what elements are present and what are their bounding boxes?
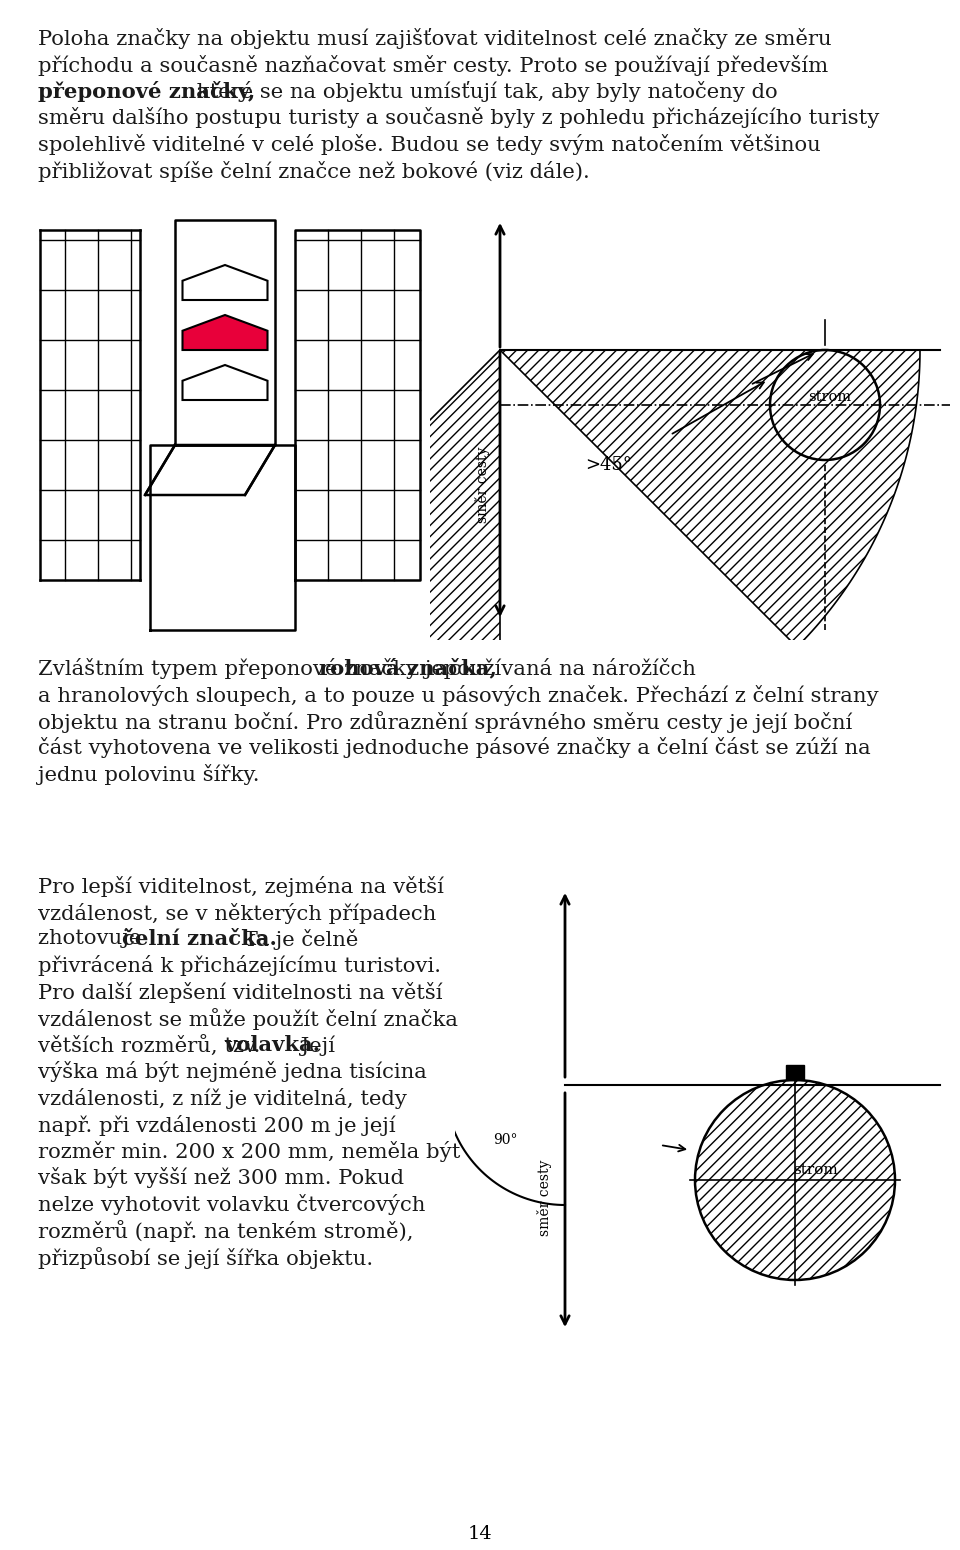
Text: 14: 14 (468, 1525, 492, 1542)
Polygon shape (182, 265, 268, 301)
Text: směr cesty: směr cesty (538, 1159, 553, 1235)
Text: čelní značka.: čelní značka. (122, 928, 276, 949)
Text: spolehlivě viditelné v celé ploše. Budou se tedy svým natočením většinou: spolehlivě viditelné v celé ploše. Budou… (38, 133, 821, 155)
Text: a hranolových sloupech, a to pouze u pásových značek. Přechází z čelní strany: a hranolových sloupech, a to pouze u pás… (38, 685, 878, 705)
Text: rozměrů (např. na tenkém stromě),: rozměrů (např. na tenkém stromě), (38, 1220, 414, 1243)
Text: příchodu a současně nazňačovat směr cesty. Proto se používají především: příchodu a současně nazňačovat směr cest… (38, 54, 828, 76)
Text: 90°: 90° (492, 1133, 517, 1147)
Text: větších rozměrů, tzv.: větších rozměrů, tzv. (38, 1035, 267, 1056)
Bar (786, 1065, 804, 1080)
Text: vzdálenost se může použít čelní značka: vzdálenost se může použít čelní značka (38, 1009, 458, 1031)
Text: které se na objektu umísťují tak, aby byly natočeny do: které se na objektu umísťují tak, aby by… (190, 81, 778, 102)
Text: jednu polovinu šířky.: jednu polovinu šířky. (38, 764, 259, 784)
Text: Poloha značky na objektu musí zajišťovat viditelnost celé značky ze směru: Poloha značky na objektu musí zajišťovat… (38, 28, 831, 50)
Text: >45°: >45° (585, 456, 632, 474)
Text: zhotovuje: zhotovuje (38, 928, 148, 949)
Text: však být vyšší než 300 mm. Pokud: však být vyšší než 300 mm. Pokud (38, 1167, 404, 1189)
Text: část vyhotovena ve velikosti jednoduche pásové značky a čelní část se zúží na: část vyhotovena ve velikosti jednoduche … (38, 738, 871, 758)
Circle shape (770, 350, 880, 460)
Text: přeponové značky,: přeponové značky, (38, 81, 255, 102)
Text: strom: strom (808, 391, 852, 405)
Text: přizpůsobí se její šířka objektu.: přizpůsobí se její šířka objektu. (38, 1248, 373, 1269)
Text: rohová značka,: rohová značka, (319, 659, 497, 679)
Polygon shape (500, 350, 920, 646)
Text: používaná na nárožíčch: používaná na nárožíčch (437, 659, 696, 679)
Text: strom: strom (793, 1162, 837, 1176)
Circle shape (695, 1080, 895, 1280)
Text: rozměr min. 200 x 200 mm, neměla být: rozměr min. 200 x 200 mm, neměla být (38, 1141, 461, 1162)
Polygon shape (203, 350, 500, 770)
Text: volavka.: volavka. (224, 1035, 320, 1056)
Text: přivrácená k přicházejícímu turistovi.: přivrácená k přicházejícímu turistovi. (38, 955, 441, 976)
Text: výška má být nejméně jedna tisícina: výška má být nejméně jedna tisícina (38, 1062, 427, 1082)
Text: např. při vzdálenosti 200 m je její: např. při vzdálenosti 200 m je její (38, 1114, 396, 1136)
Text: směru dalšího postupu turisty a současně byly z pohledu přicházejícího turisty: směru dalšího postupu turisty a současně… (38, 107, 879, 129)
Text: objektu na stranu boční. Pro zdůraznění správného směru cesty je její boční: objektu na stranu boční. Pro zdůraznění … (38, 711, 852, 733)
Text: přibližovat spíše čelní značce než bokové (viz dále).: přibližovat spíše čelní značce než bokov… (38, 161, 589, 181)
Text: Ta je čelně: Ta je čelně (237, 928, 358, 950)
Polygon shape (182, 364, 268, 400)
Text: vzdálenost, se v některých případech: vzdálenost, se v některých případech (38, 902, 436, 924)
Text: Její: Její (294, 1035, 335, 1056)
Text: vzdálenosti, z níž je viditelná, tedy: vzdálenosti, z níž je viditelná, tedy (38, 1088, 407, 1108)
Polygon shape (182, 315, 268, 350)
Text: směr cesty: směr cesty (474, 446, 490, 524)
Text: Zvláštním typem přeponové značky je: Zvláštním typem přeponové značky je (38, 659, 450, 679)
Text: Pro další zlepšení viditelnosti na větší: Pro další zlepšení viditelnosti na větší (38, 983, 443, 1003)
Text: Pro lepší viditelnost, zejména na větší: Pro lepší viditelnost, zejména na větší (38, 876, 444, 897)
Text: nelze vyhotovit volavku čtvercových: nelze vyhotovit volavku čtvercových (38, 1194, 425, 1215)
